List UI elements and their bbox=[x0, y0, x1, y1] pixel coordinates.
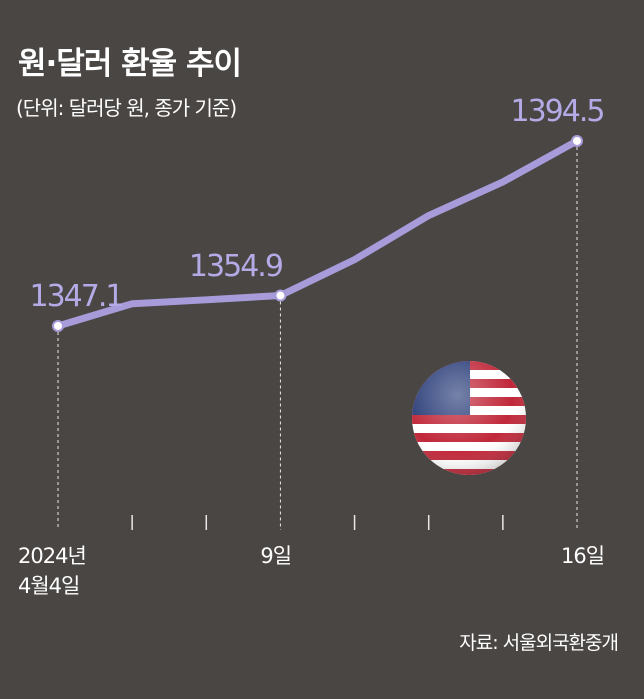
value-label: 1347.1 bbox=[29, 278, 125, 314]
point bbox=[52, 319, 64, 332]
value-label: 1394.5 bbox=[510, 93, 606, 129]
flag bbox=[412, 361, 526, 475]
chart-title: 원·달러 환율 추이 bbox=[18, 46, 242, 82]
value-label: 1354.9 bbox=[188, 248, 284, 284]
x-tick-label: 9일 bbox=[260, 544, 292, 568]
x-tick-label: 16일 bbox=[561, 544, 605, 568]
line bbox=[54, 137, 581, 330]
source-note: 자료: 서울외국환중개 bbox=[459, 632, 619, 654]
chart-subtitle: (단위: 달러당 원, 종가 기준) bbox=[16, 96, 237, 120]
point bbox=[274, 289, 287, 302]
x-tick-label: 2024년 4월4일 bbox=[18, 544, 87, 598]
point bbox=[571, 134, 583, 147]
